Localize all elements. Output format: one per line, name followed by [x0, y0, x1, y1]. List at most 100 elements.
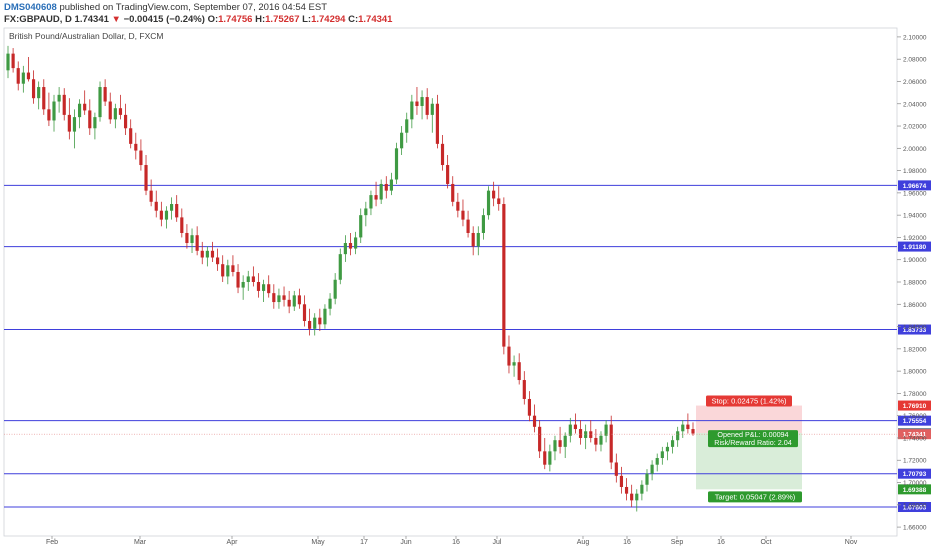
candle-body — [558, 440, 562, 447]
candle-body — [517, 362, 521, 381]
symbol-name[interactable]: FX:GBPAUD, D — [4, 14, 72, 25]
level-label: 1.91180 — [903, 244, 927, 251]
candle-body — [210, 250, 215, 258]
pnl-info-box — [708, 430, 798, 448]
level-label: 1.67803 — [903, 505, 927, 512]
publish-info: published on TradingView.com, September … — [59, 2, 328, 13]
candle-body — [6, 53, 10, 71]
candle-body — [440, 143, 445, 166]
candle-body — [425, 97, 429, 115]
candle-body — [241, 282, 245, 288]
candle-body — [548, 451, 552, 465]
candle-body — [123, 114, 128, 129]
candle-body — [159, 210, 163, 220]
candle-body — [302, 304, 307, 321]
candle-body — [11, 53, 15, 69]
x-tick-label: 16 — [717, 539, 725, 546]
low-label: L: — [302, 14, 312, 25]
y-tick-label: 1.90000 — [903, 257, 927, 264]
x-tick-label: Apr — [227, 539, 239, 546]
low-value: 1.74294 — [311, 14, 346, 25]
chart-header: DMS040608 published on TradingView.com, … — [0, 0, 932, 28]
stop-price-badge — [898, 400, 931, 411]
candle-body — [394, 148, 399, 180]
candle-body — [645, 473, 649, 485]
candle-body — [83, 103, 87, 111]
high-value: 1.75267 — [265, 14, 300, 25]
y-tick-label: 1.88000 — [903, 280, 927, 287]
candle-body — [108, 101, 112, 120]
candle-body — [466, 219, 470, 233]
candle-body — [256, 282, 261, 291]
candle-body — [451, 183, 455, 202]
candle-body — [563, 435, 567, 447]
candle-body — [522, 380, 526, 399]
candle-body — [88, 110, 92, 129]
y-tick-label: 1.78000 — [903, 391, 927, 398]
candle-body — [180, 217, 184, 233]
level-label-badge — [898, 415, 931, 426]
stop-price-badge-text: 1.76910 — [903, 403, 927, 410]
open-value: 1.74756 — [218, 14, 253, 25]
level-label: 1.83733 — [903, 327, 927, 334]
level-label-badge — [898, 324, 931, 335]
candle-body — [389, 179, 393, 191]
chart-title: British Pound/Australian Dollar, D, FXCM — [9, 31, 163, 41]
candle-body — [415, 101, 419, 106]
candle-body — [512, 362, 516, 366]
candle-body — [348, 243, 353, 249]
candle-body — [497, 198, 501, 205]
candle-body — [226, 265, 230, 277]
y-tick-label: 1.94000 — [903, 213, 927, 220]
candle-body — [272, 293, 276, 303]
candle-body — [262, 284, 266, 291]
candle-body — [630, 493, 634, 501]
level-label: 1.96674 — [903, 183, 927, 190]
target-info-text: Target: 0.05047 (2.89%) — [715, 492, 796, 501]
level-label: 1.70793 — [903, 471, 927, 478]
candle-body — [573, 424, 578, 430]
author-link[interactable]: DMS040608 — [4, 2, 57, 13]
candle-body — [532, 415, 537, 427]
candle-body — [72, 117, 77, 132]
candle-body — [400, 132, 404, 149]
target-price-badge-text: 1.69388 — [903, 487, 927, 494]
x-tick-label: Mar — [134, 539, 147, 546]
candle-body — [113, 108, 117, 120]
y-tick-label: 2.10000 — [903, 34, 927, 41]
candle-body — [246, 276, 250, 282]
candle-body — [47, 109, 51, 121]
x-tick-label: Sep — [671, 539, 684, 546]
candle-body — [553, 440, 557, 452]
candle-body — [297, 295, 301, 305]
candle-body — [379, 183, 383, 200]
candle-body — [200, 250, 204, 258]
price-axis[interactable]: 2.10000 2.08000 2.06000 2.04000 2.02000 2.000… — [897, 34, 927, 532]
candle-body — [343, 243, 347, 255]
x-tick-label: 16 — [452, 539, 460, 546]
candle-body — [21, 72, 25, 84]
candle-body — [323, 308, 327, 325]
horizontal-levels[interactable]: 1.96674 1.91180 1.83733 1.75554 1.70793 1.678… — [4, 180, 931, 513]
candle-body — [333, 279, 337, 299]
candle-body — [26, 72, 31, 80]
target-price-badge — [898, 484, 931, 495]
y-tick-label: 2.06000 — [903, 79, 927, 86]
x-tick-label: Feb — [46, 539, 58, 546]
candle-body — [118, 108, 123, 115]
candle-body — [619, 475, 624, 487]
candle-body — [471, 232, 475, 247]
candle-body — [52, 101, 56, 121]
candle-body — [185, 232, 189, 244]
candle-body — [144, 165, 148, 191]
candle-body — [655, 458, 659, 465]
time-axis[interactable]: Feb Mar Apr May 17 Jun 16 Jul Aug 16 Sep 16 Oct Nov — [46, 536, 858, 546]
candle-body — [154, 201, 158, 211]
candle-body — [435, 103, 439, 144]
last-price: 1.74341 — [74, 14, 109, 25]
candle-body — [604, 424, 608, 436]
candle-body — [216, 257, 220, 265]
candle-body — [62, 94, 66, 115]
